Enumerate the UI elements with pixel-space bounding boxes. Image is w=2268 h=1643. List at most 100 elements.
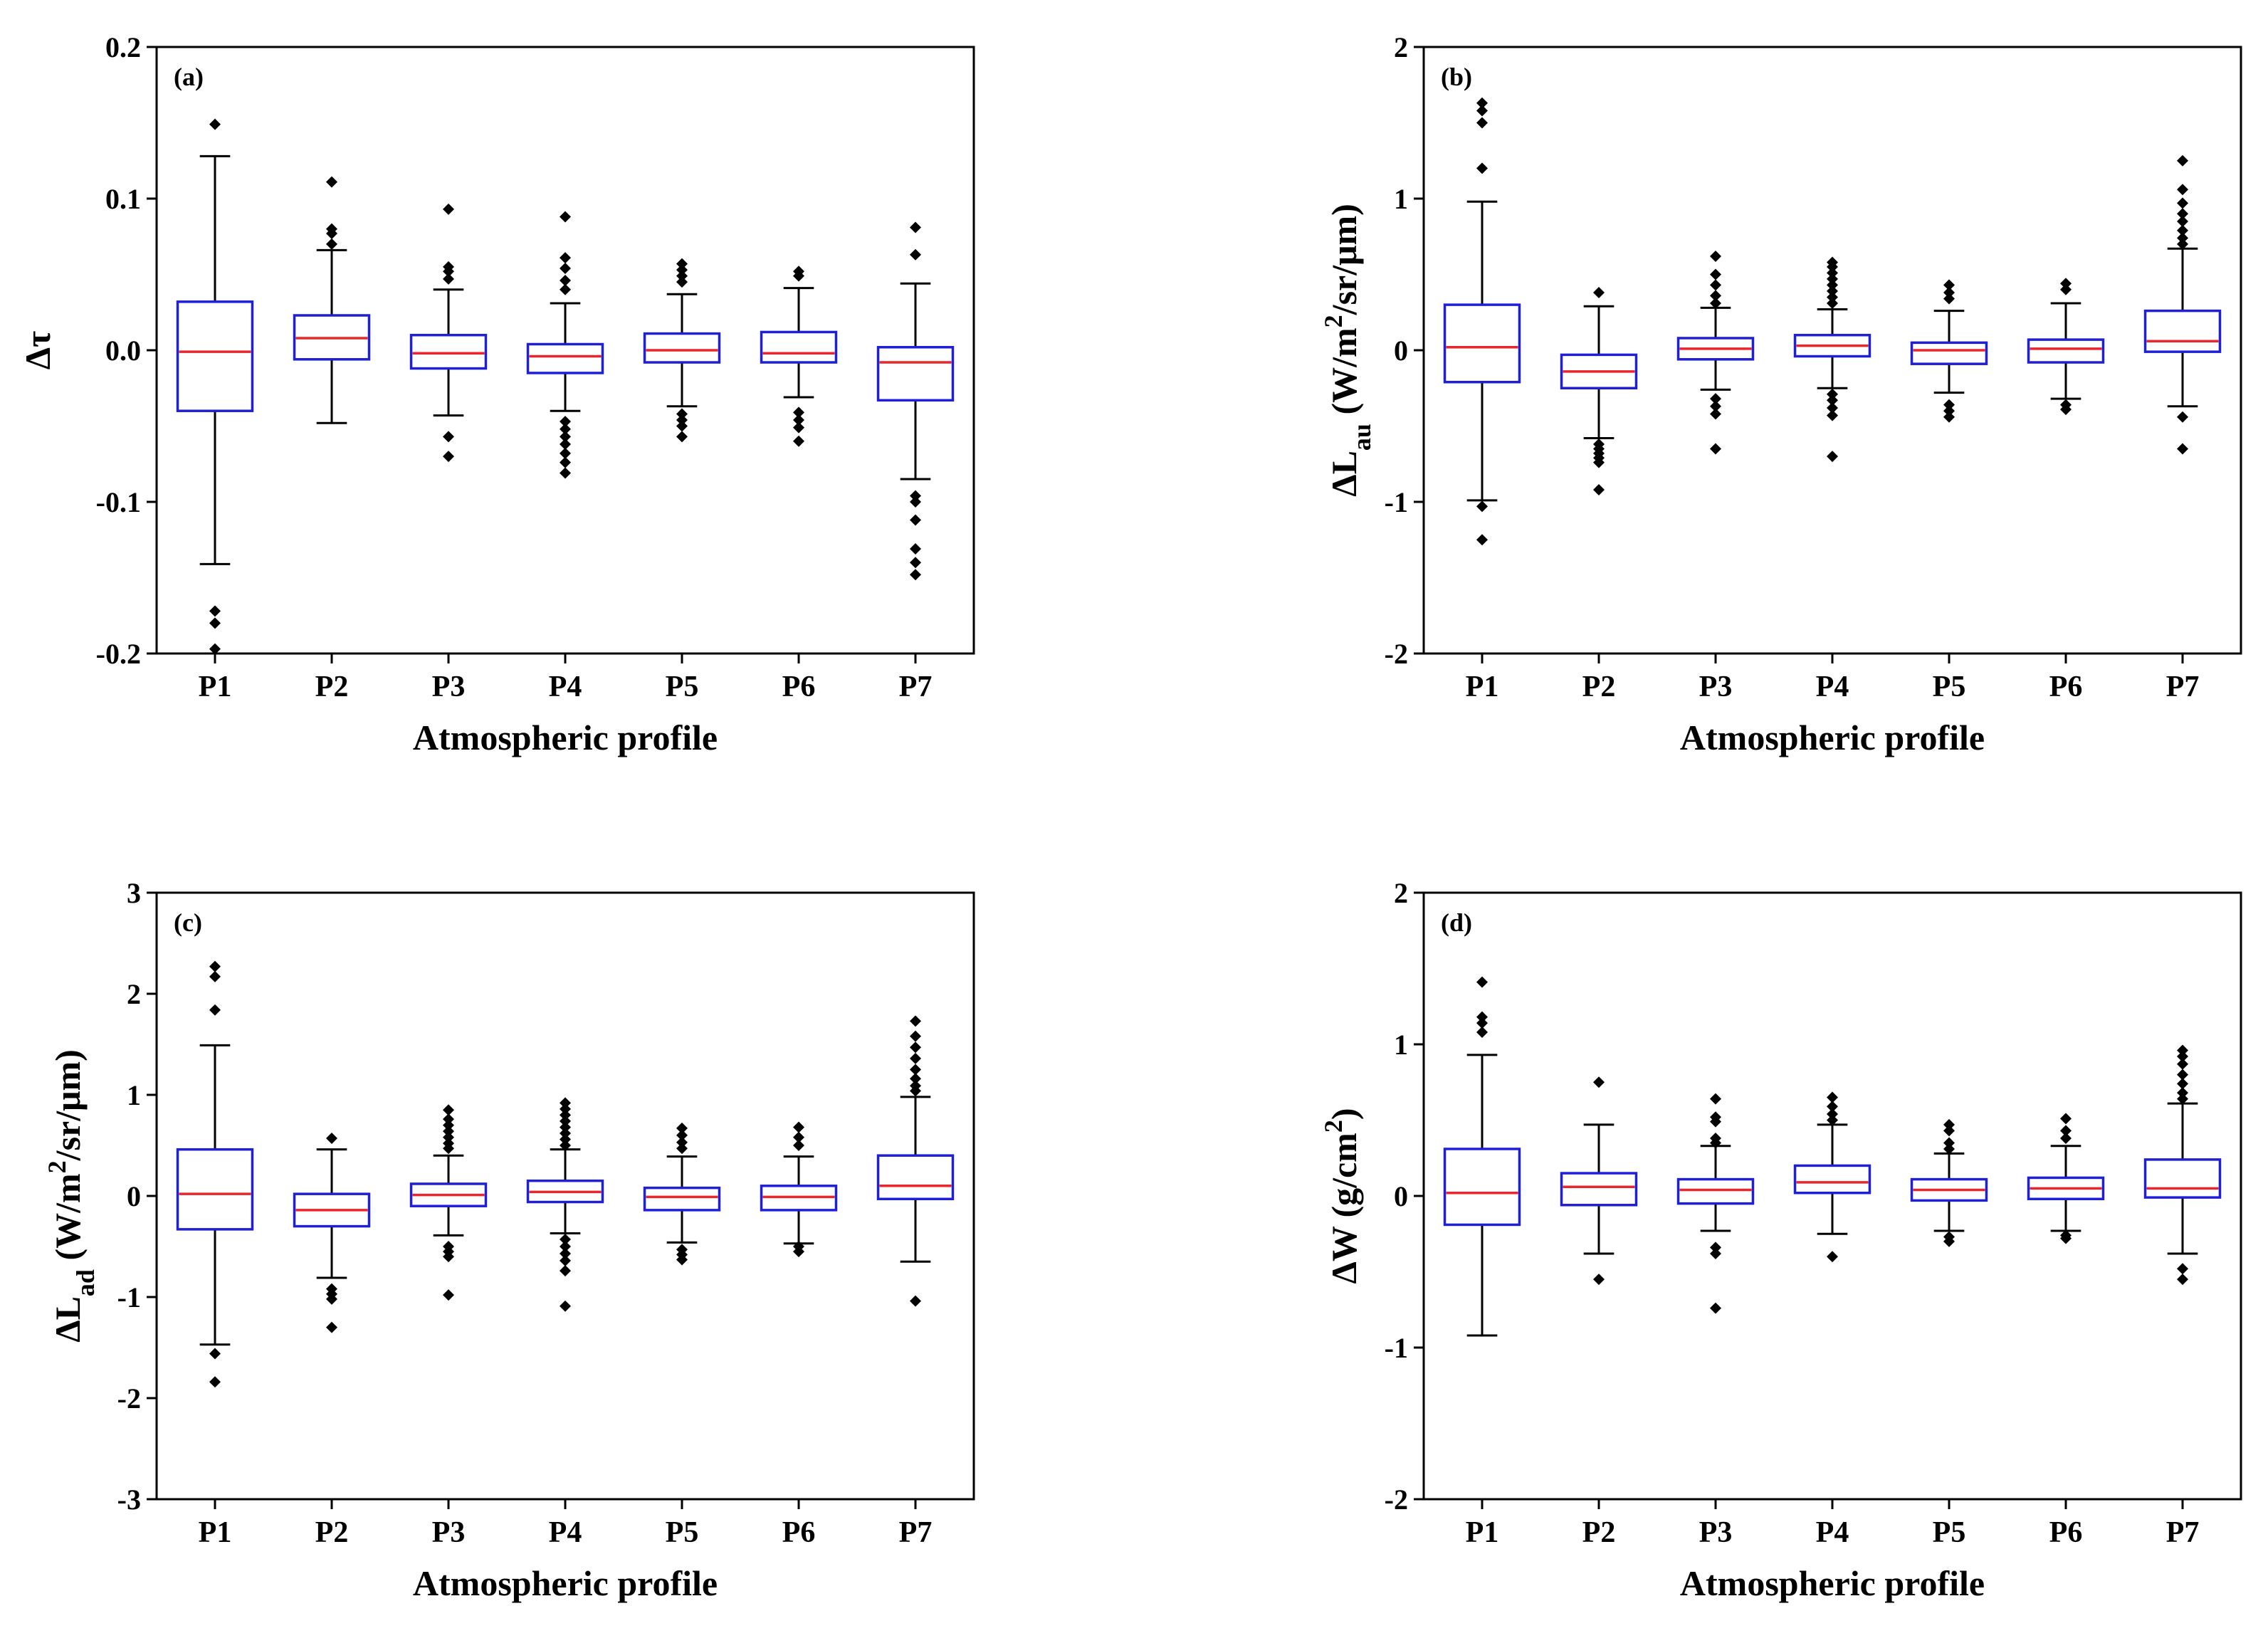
panel-label: (a) xyxy=(174,63,204,91)
x-axis-label: Atmospheric profile xyxy=(1680,1563,1985,1603)
outlier-point xyxy=(560,431,571,443)
outlier-point xyxy=(1476,1026,1488,1038)
outlier-point xyxy=(209,617,221,629)
outlier-point xyxy=(1943,1118,1955,1130)
outlier-point xyxy=(1710,443,1721,455)
box-p7 xyxy=(2143,154,2222,455)
outlier-point xyxy=(443,451,454,463)
outlier-point xyxy=(910,543,921,555)
outlier-point xyxy=(1827,1108,1838,1120)
outlier-point xyxy=(2060,283,2072,295)
outlier-point xyxy=(793,1131,804,1143)
outlier-point xyxy=(1827,267,1838,279)
outlier-point xyxy=(2177,1263,2188,1275)
box-iqr xyxy=(176,1148,254,1231)
outlier-point xyxy=(2177,1087,2188,1099)
box-p3 xyxy=(409,203,488,463)
box-iqr xyxy=(643,332,721,364)
box-iqr xyxy=(2027,338,2105,364)
x-tick-label-p3: P3 xyxy=(1699,671,1733,703)
outlier-point xyxy=(676,276,688,288)
outlier-point xyxy=(676,431,688,443)
y-tick-label: 1 xyxy=(127,1079,141,1111)
y-tick-label: -1 xyxy=(1385,1332,1408,1364)
y-tick-label: 2 xyxy=(1394,877,1408,909)
x-tick-label-p5: P5 xyxy=(1933,671,1966,703)
y-tick-label: -3 xyxy=(117,1484,141,1516)
y-tick-label: 0.2 xyxy=(105,31,141,63)
x-tick-label-p6: P6 xyxy=(2049,1516,2083,1549)
outlier-point xyxy=(1476,1017,1488,1029)
outlier-point xyxy=(1827,388,1838,400)
x-tick-label-p1: P1 xyxy=(1466,671,1499,703)
outlier-point xyxy=(2177,208,2188,220)
outlier-point xyxy=(676,264,688,276)
outlier-point xyxy=(910,1052,921,1064)
outlier-point xyxy=(2060,278,2072,290)
outlier-point xyxy=(1710,1093,1721,1105)
box-iqr xyxy=(1560,1172,1638,1207)
outlier-point xyxy=(443,1251,454,1263)
outlier-point xyxy=(1827,273,1838,285)
box-p4 xyxy=(526,1097,604,1312)
box-p6 xyxy=(2027,278,2105,416)
panel-d: -2 -1 0 1 2 P1 P2 P3 P4 P5 P6 P7 Atmospheric profile… xyxy=(1319,877,2242,1603)
x-tick-label-p2: P2 xyxy=(1582,1516,1616,1549)
outlier-point xyxy=(209,1004,221,1016)
outlier-point xyxy=(1943,399,1955,411)
box-iqr xyxy=(2143,309,2222,353)
outlier-point xyxy=(2177,1274,2188,1286)
x-tick-label-p3: P3 xyxy=(1699,1516,1733,1549)
x-tick-label-p6: P6 xyxy=(782,671,816,703)
y-tick-label: -1 xyxy=(117,1281,141,1313)
panel-label: (c) xyxy=(174,908,202,937)
outlier-point xyxy=(1710,1137,1721,1149)
outlier-point xyxy=(793,1121,804,1133)
x-tick-label-p3: P3 xyxy=(432,671,466,703)
outlier-point xyxy=(560,252,571,264)
outlier-point xyxy=(910,1085,921,1097)
outlier-point xyxy=(1710,400,1721,412)
y-axis-label: ΔW (g/cm2) xyxy=(1319,1108,1364,1284)
outlier-point xyxy=(2177,1093,2188,1105)
box-p3 xyxy=(409,1104,488,1301)
outlier-point xyxy=(910,1030,921,1042)
outlier-point xyxy=(443,1125,454,1138)
outlier-point xyxy=(326,227,337,239)
outlier-point xyxy=(560,1103,571,1115)
outlier-point xyxy=(2177,154,2188,167)
outlier-point xyxy=(910,1295,921,1307)
outlier-point xyxy=(1827,451,1838,463)
outlier-point xyxy=(1943,293,1955,305)
box-iqr xyxy=(643,1186,721,1212)
box-iqr xyxy=(1910,341,1988,365)
outlier-point xyxy=(560,456,571,468)
panel-label: (b) xyxy=(1441,63,1472,91)
outlier-point xyxy=(2177,1069,2188,1081)
x-tick-label-p7: P7 xyxy=(2166,671,2200,703)
outlier-point xyxy=(2060,1125,2072,1137)
outlier-point xyxy=(1710,1302,1721,1314)
outlier-point xyxy=(1827,1114,1838,1126)
outlier-point xyxy=(1943,279,1955,291)
outlier-point xyxy=(2177,238,2188,250)
box-p1 xyxy=(176,960,254,1388)
outlier-point xyxy=(2177,1058,2188,1070)
outlier-point xyxy=(560,1234,571,1246)
outlier-point xyxy=(560,1121,571,1133)
outlier-point xyxy=(2177,1078,2188,1090)
outlier-point xyxy=(1476,117,1488,129)
outlier-point xyxy=(910,490,921,502)
box-iqr xyxy=(1443,303,1521,384)
box-p1 xyxy=(1443,976,1521,1337)
x-tick-label-p4: P4 xyxy=(1816,671,1849,703)
outlier-point xyxy=(443,1119,454,1131)
outlier-point xyxy=(560,1241,571,1252)
outlier-point xyxy=(1827,1091,1838,1103)
outlier-point xyxy=(560,1265,571,1277)
outlier-point xyxy=(443,273,454,285)
outlier-point xyxy=(2060,1232,2072,1244)
outlier-point xyxy=(443,1104,454,1116)
outlier-point xyxy=(910,1064,921,1076)
outlier-point xyxy=(560,423,571,435)
